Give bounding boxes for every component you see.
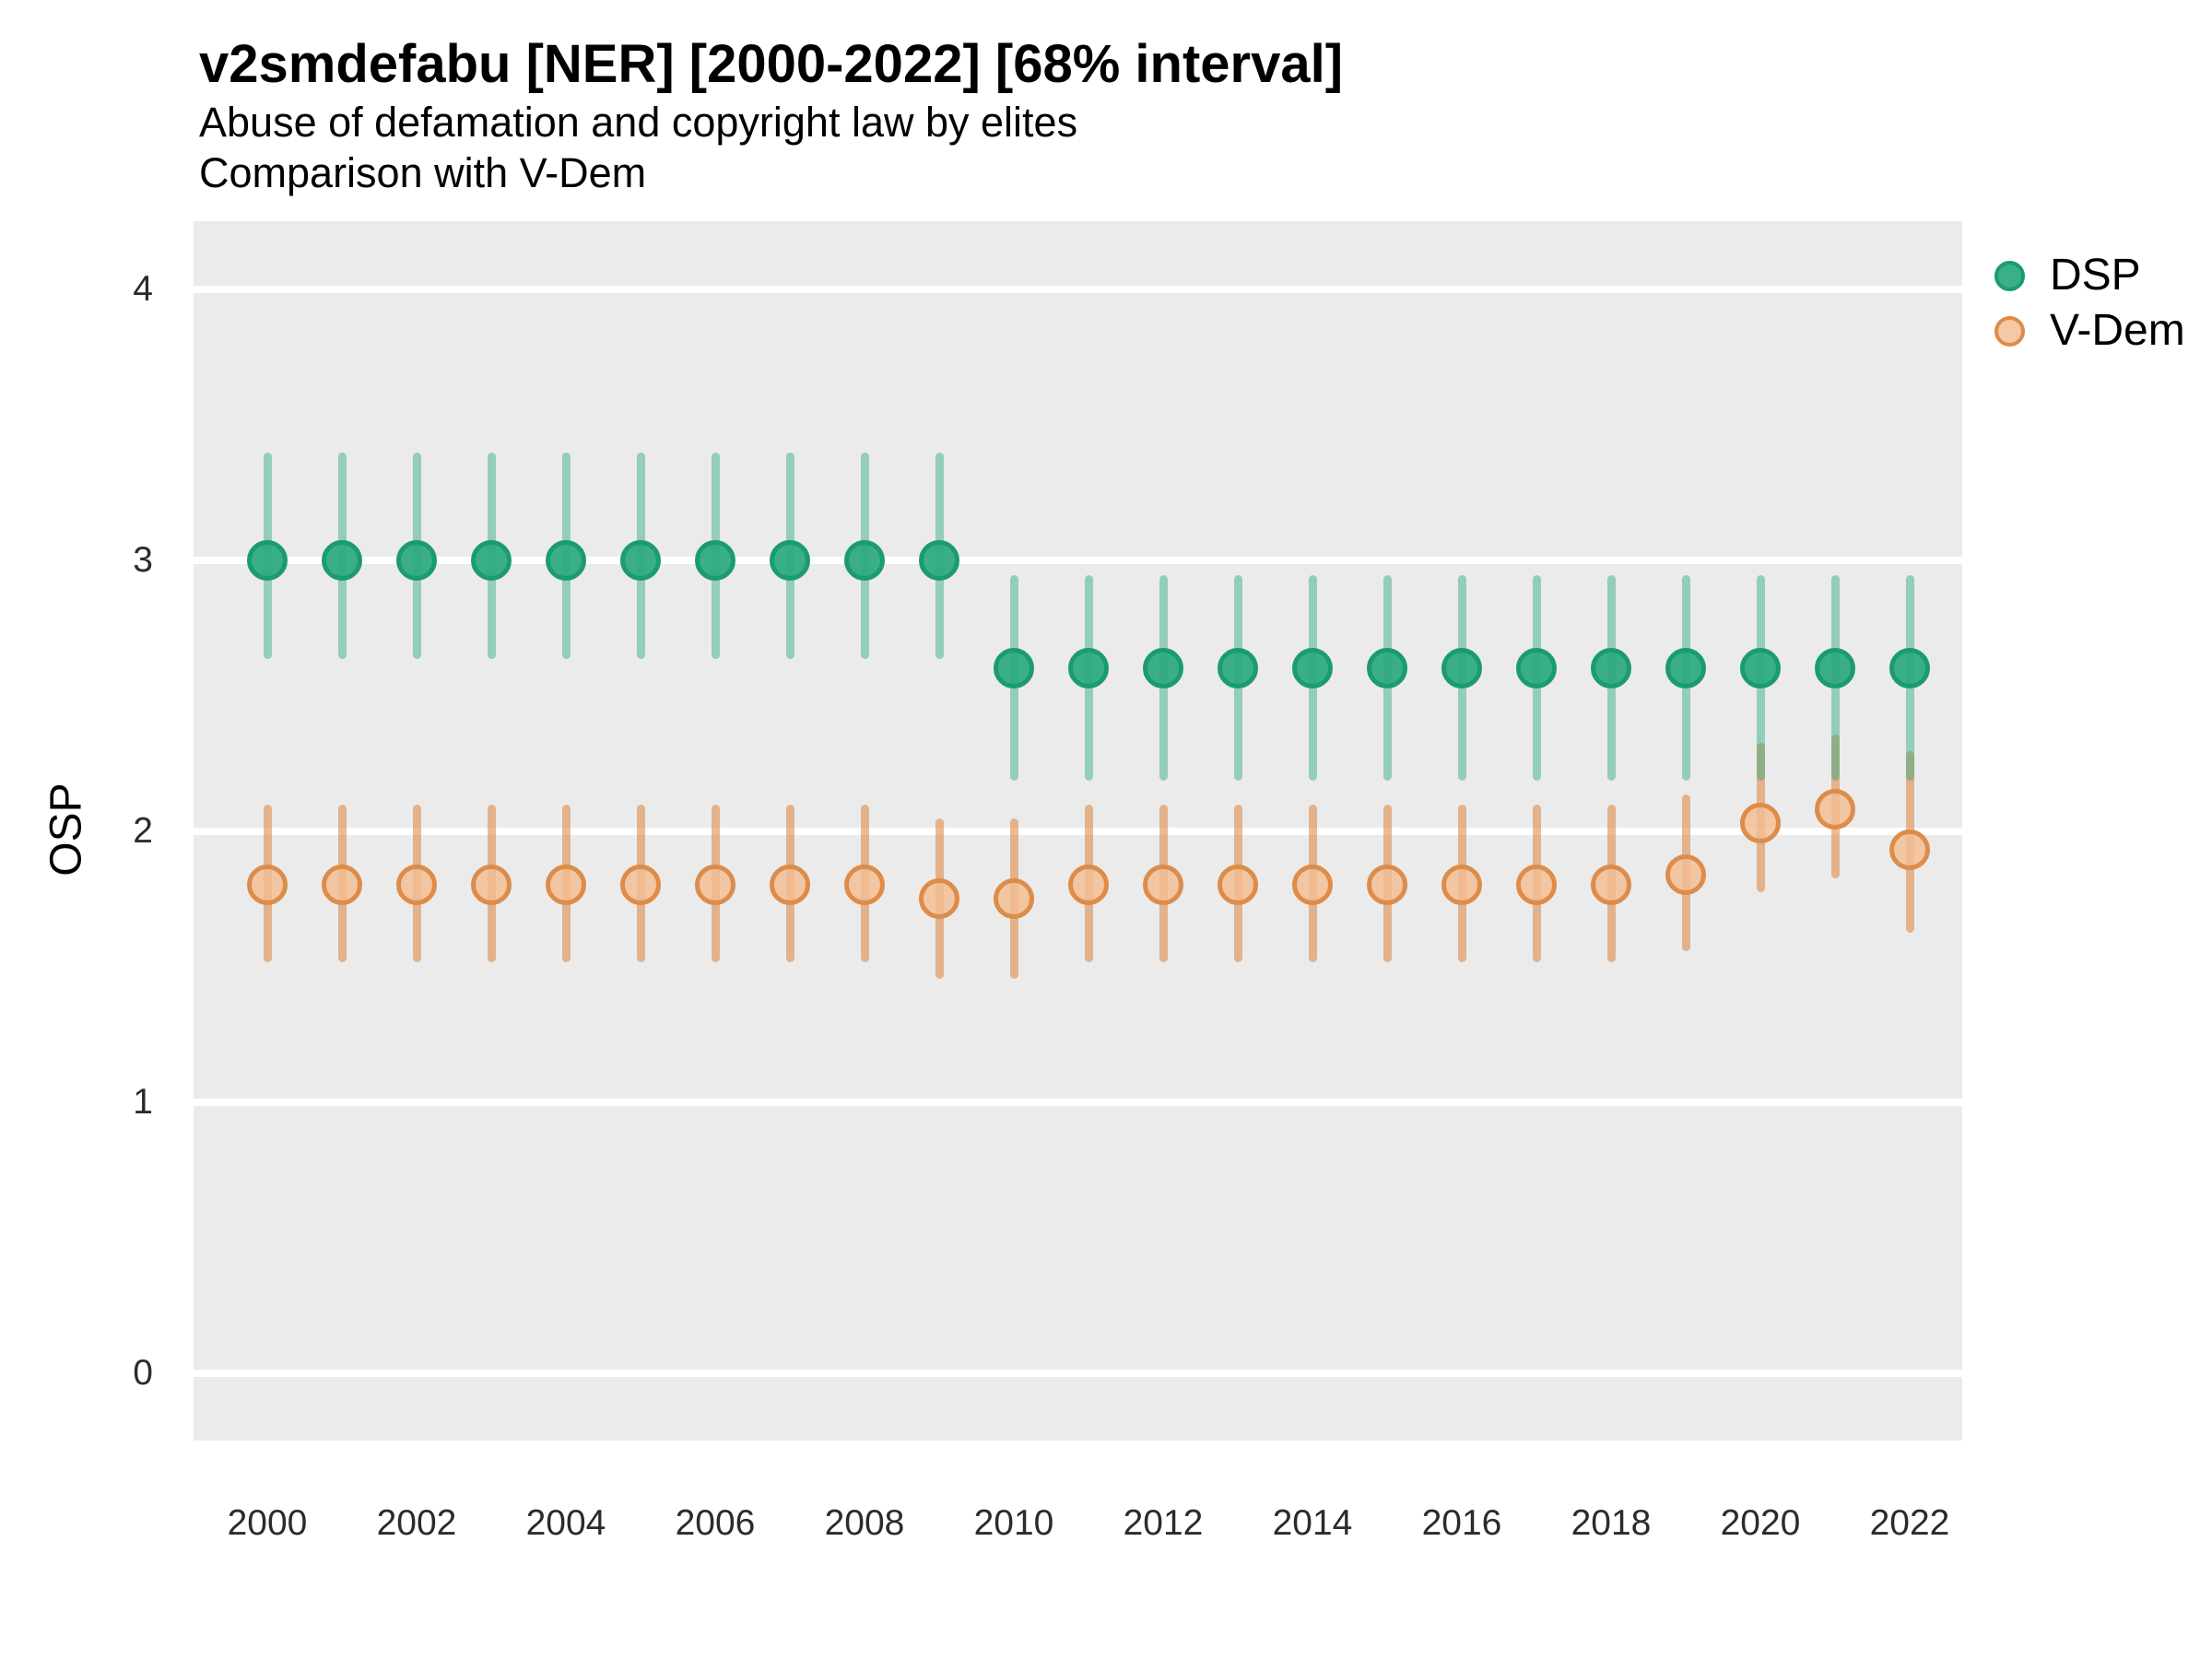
dsp-point-2010	[994, 648, 1034, 689]
vdem-point-2014	[1292, 865, 1333, 906]
vdem-point-2000	[247, 865, 288, 906]
x-tick-label-2016: 2016	[1421, 1503, 1502, 1543]
vdem-point-2012	[1143, 865, 1183, 906]
vdem-point-2015	[1367, 865, 1407, 906]
y-tick-label-1: 1	[133, 1081, 153, 1122]
gridline-y-3	[194, 556, 1962, 564]
dsp-point-2013	[1218, 648, 1258, 689]
chart-subtitle-line2: Comparison with V-Dem	[199, 149, 647, 196]
dsp-point-2008	[844, 539, 885, 581]
x-tick-label-2018: 2018	[1571, 1503, 1652, 1543]
vdem-point-2003	[471, 865, 512, 906]
gridline-y-2	[194, 827, 1962, 835]
plot-panel	[194, 221, 1962, 1441]
dsp-point-2014	[1292, 648, 1333, 689]
vdem-point-2011	[1068, 865, 1109, 906]
y-tick-label-0: 0	[133, 1352, 153, 1393]
dsp-point-2002	[396, 539, 437, 581]
vdem-point-2005	[620, 865, 661, 906]
legend-dsp-dot-icon	[1994, 261, 2025, 291]
vdem-point-2006	[695, 865, 735, 906]
x-tick-label-2006: 2006	[675, 1503, 756, 1543]
gridline-y-1	[194, 1098, 1962, 1106]
vdem-point-2008	[844, 865, 885, 906]
x-tick-label-2020: 2020	[1720, 1503, 1801, 1543]
legend-vdem-dot-icon	[1994, 316, 2025, 347]
dsp-point-2001	[322, 539, 362, 581]
dsp-point-2015	[1367, 648, 1407, 689]
vdem-point-2007	[770, 865, 810, 906]
dsp-point-2019	[1665, 648, 1706, 689]
vdem-point-2021	[1815, 788, 1855, 830]
vdem-point-2001	[322, 865, 362, 906]
legend-vdem-label: V-Dem	[2050, 306, 2185, 355]
vdem-point-2010	[994, 878, 1034, 919]
dsp-point-2012	[1143, 648, 1183, 689]
vdem-point-2019	[1665, 853, 1706, 895]
x-tick-label-2000: 2000	[227, 1503, 308, 1543]
dsp-point-2003	[471, 539, 512, 581]
dsp-point-2017	[1516, 648, 1557, 689]
vdem-point-2016	[1441, 865, 1482, 906]
dsp-point-2006	[695, 539, 735, 581]
x-tick-label-2014: 2014	[1272, 1503, 1353, 1543]
y-tick-label-2: 2	[133, 810, 153, 851]
dsp-point-2018	[1591, 648, 1631, 689]
vdem-point-2002	[396, 865, 437, 906]
vdem-point-2004	[546, 865, 586, 906]
vdem-point-2017	[1516, 865, 1557, 906]
dsp-point-2005	[620, 539, 661, 581]
vdem-point-2009	[919, 878, 959, 919]
dsp-point-2022	[1889, 648, 1930, 689]
dsp-point-2009	[919, 539, 959, 581]
y-tick-label-4: 4	[133, 268, 153, 309]
legend-dsp-label: DSP	[2050, 251, 2141, 300]
dsp-point-2011	[1068, 648, 1109, 689]
dsp-point-2020	[1740, 648, 1781, 689]
gridline-y-0	[194, 1369, 1962, 1377]
chart-title: v2smdefabu [NER] [2000-2022] [68% interv…	[199, 34, 1344, 94]
x-tick-label-2022: 2022	[1869, 1503, 1950, 1543]
vdem-point-2013	[1218, 865, 1258, 906]
y-tick-label-3: 3	[133, 539, 153, 580]
dsp-point-2004	[546, 539, 586, 581]
x-tick-label-2012: 2012	[1123, 1503, 1204, 1543]
x-tick-label-2002: 2002	[376, 1503, 457, 1543]
dsp-point-2016	[1441, 648, 1482, 689]
chart-subtitle-line1: Abuse of defamation and copyright law by…	[199, 99, 1078, 146]
dsp-point-2007	[770, 539, 810, 581]
vdem-point-2020	[1740, 802, 1781, 843]
gridline-y-4	[194, 285, 1962, 293]
dsp-point-2000	[247, 539, 288, 581]
x-tick-label-2010: 2010	[973, 1503, 1054, 1543]
x-tick-label-2004: 2004	[525, 1503, 606, 1543]
dsp-point-2021	[1815, 648, 1855, 689]
vdem-point-2022	[1889, 830, 1930, 871]
x-tick-label-2008: 2008	[824, 1503, 905, 1543]
vdem-point-2018	[1591, 865, 1631, 906]
